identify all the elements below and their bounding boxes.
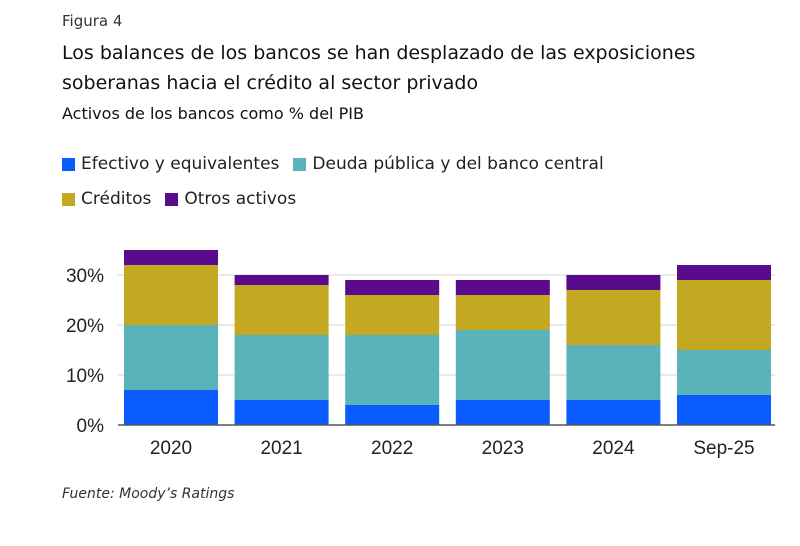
bar-segment (234, 335, 329, 400)
bar-segment (677, 265, 771, 280)
bar-segment (566, 275, 661, 290)
bar-segment (234, 285, 329, 335)
legend-item: Otros activos (165, 189, 296, 209)
chart-subtitle: Activos de los bancos como % del PIB (62, 104, 364, 123)
bar-segment (677, 395, 771, 425)
y-tick-label: 30% (66, 266, 104, 287)
x-tick-label: 2024 (592, 438, 635, 459)
bar-segment (345, 295, 440, 335)
bar-segment (345, 280, 440, 295)
bar-segment (345, 405, 440, 425)
bar-segment (455, 280, 550, 295)
bar-segment (455, 400, 550, 425)
legend-row-1: Efectivo y equivalentes Deuda pública y … (62, 154, 604, 174)
legend-item: Deuda pública y del banco central (293, 154, 604, 174)
source-note: Fuente: Moody’s Ratings (62, 486, 235, 502)
bar-segment (455, 295, 550, 330)
bar-segment (566, 400, 661, 425)
bar-segment (345, 335, 440, 405)
legend-item: Créditos (62, 189, 151, 209)
legend-label: Otros activos (184, 189, 297, 209)
chart-title: Los balances de los bancos se han despla… (62, 42, 696, 94)
legend-item: Efectivo y equivalentes (62, 154, 279, 174)
bar-segment (566, 345, 661, 400)
bar-segment (124, 250, 218, 265)
bar-segment (234, 275, 329, 285)
x-tick-label: 2020 (150, 438, 192, 459)
figure-label: Figura 4 (62, 12, 123, 30)
legend-swatch (62, 192, 75, 206)
x-tick-label: 2021 (260, 438, 302, 459)
y-tick-label: 10% (66, 366, 104, 387)
x-tick-label: Sep-25 (693, 438, 754, 459)
bar-segment (124, 265, 218, 325)
bar-segment (234, 400, 329, 425)
legend-label: Deuda pública y del banco central (312, 154, 604, 174)
bar-segment (455, 330, 550, 400)
bar-segment (124, 390, 218, 425)
legend-swatch (165, 192, 179, 206)
bar-segment (566, 290, 661, 345)
legend-label: Efectivo y equivalentes (81, 154, 280, 174)
y-tick-label: 0% (77, 416, 105, 437)
bar-segment (677, 350, 771, 395)
bar-segment (677, 280, 771, 350)
legend-swatch (293, 157, 307, 171)
legend-row-2: Créditos Otros activos (62, 189, 296, 209)
x-tick-label: 2023 (482, 438, 524, 459)
bar-segment (124, 325, 218, 390)
legend-swatch (62, 157, 75, 171)
x-tick-label: 2022 (371, 438, 413, 459)
y-tick-label: 20% (66, 316, 104, 337)
legend-label: Créditos (81, 189, 152, 209)
